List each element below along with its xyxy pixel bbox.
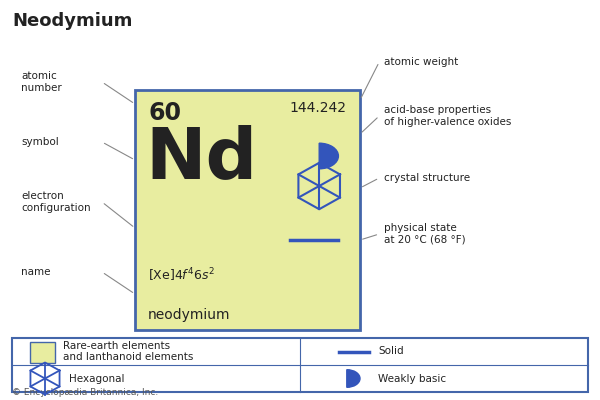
Text: neodymium: neodymium <box>148 308 230 322</box>
Text: Hexagonal: Hexagonal <box>69 374 125 384</box>
Text: atomic
number: atomic number <box>21 71 62 93</box>
Text: Solid: Solid <box>378 346 404 356</box>
Text: atomic weight: atomic weight <box>384 57 458 67</box>
Text: acid-base properties
of higher-valence oxides: acid-base properties of higher-valence o… <box>384 105 511 127</box>
Text: crystal structure: crystal structure <box>384 173 470 183</box>
Text: symbol: symbol <box>21 137 59 147</box>
Text: 60: 60 <box>148 101 181 125</box>
Wedge shape <box>319 143 338 169</box>
Text: electron
configuration: electron configuration <box>21 191 91 213</box>
Text: Weakly basic: Weakly basic <box>378 374 446 384</box>
Text: Neodymium: Neodymium <box>12 12 133 30</box>
Text: physical state
at 20 °C (68 °F): physical state at 20 °C (68 °F) <box>384 223 466 245</box>
Wedge shape <box>347 370 360 387</box>
FancyBboxPatch shape <box>12 338 588 392</box>
Text: name: name <box>21 267 50 277</box>
Text: 144.242: 144.242 <box>290 101 347 115</box>
FancyBboxPatch shape <box>30 342 55 363</box>
Text: © Encyclopædia Britannica, Inc.: © Encyclopædia Britannica, Inc. <box>12 388 158 397</box>
Text: Nd: Nd <box>146 124 258 193</box>
FancyBboxPatch shape <box>135 90 360 330</box>
Text: Rare-earth elements
and lanthanoid elements: Rare-earth elements and lanthanoid eleme… <box>63 341 193 362</box>
Text: [Xe]4$f^4$6$s^2$: [Xe]4$f^4$6$s^2$ <box>148 266 215 284</box>
